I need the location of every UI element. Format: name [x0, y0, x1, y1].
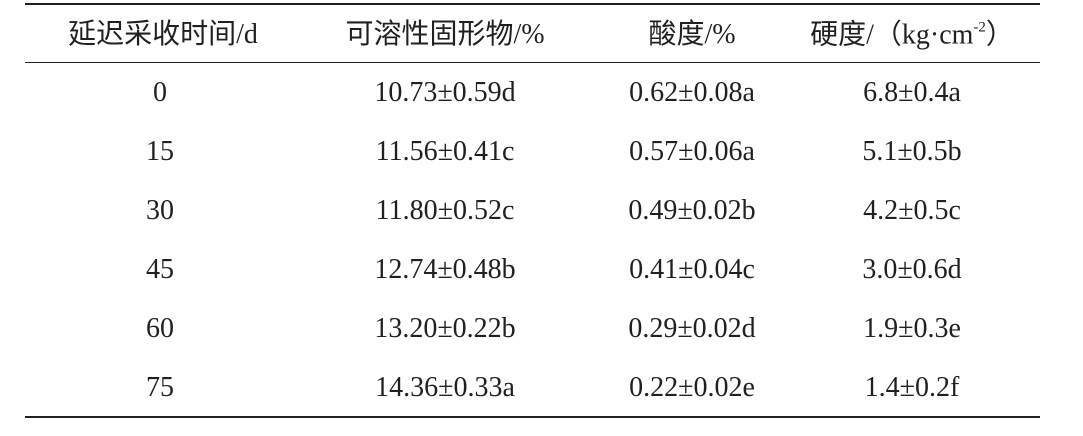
table-cell: 75 [146, 372, 174, 403]
header-cell: 延迟采收时间/d [68, 19, 258, 50]
table-cell: 11.80±0.52c [375, 195, 515, 226]
table-cell: 0 [153, 77, 167, 108]
table-cell: 60 [146, 313, 174, 344]
table-cell: 1.4±0.2f [864, 372, 960, 403]
table-cell: 11.56±0.41c [375, 136, 515, 167]
top-rule [25, 3, 1040, 5]
table-cell: 14.36±0.33a [375, 372, 515, 403]
table-cell: 4.2±0.5c [863, 195, 961, 226]
table-cell: 6.8±0.4a [863, 77, 961, 108]
table-cell: 0.57±0.06a [629, 136, 755, 167]
header-rule [25, 62, 1040, 63]
table-cell: 0.49±0.02b [628, 195, 756, 226]
table-cell: 45 [146, 254, 174, 285]
table-cell: 0.41±0.04c [629, 254, 755, 285]
table-cell: 1.9±0.3e [863, 313, 961, 344]
table-cell: 15 [146, 136, 174, 167]
table-cell: 3.0±0.6d [862, 254, 962, 285]
table-cell: 10.73±0.59d [374, 77, 516, 108]
table-cell: 30 [146, 195, 174, 226]
table-cell: 12.74±0.48b [374, 254, 516, 285]
header-cell: 可溶性固形物/% [345, 19, 545, 50]
table-cell: 5.1±0.5b [862, 136, 962, 167]
header-superscript: -2 [973, 19, 986, 36]
table-cell: 0.22±0.02e [629, 372, 755, 403]
table-cell: 13.20±0.22b [374, 313, 516, 344]
bottom-rule [25, 416, 1040, 418]
header-cell: 酸度/% [648, 19, 736, 50]
header-cell: 硬度/（kg·cm-2） [810, 19, 1014, 51]
table-cell: 0.62±0.08a [629, 77, 755, 108]
header-text: 硬度/（kg·cm [810, 19, 974, 51]
header-text: ） [985, 19, 1014, 51]
table-cell: 0.29±0.02d [628, 313, 756, 344]
